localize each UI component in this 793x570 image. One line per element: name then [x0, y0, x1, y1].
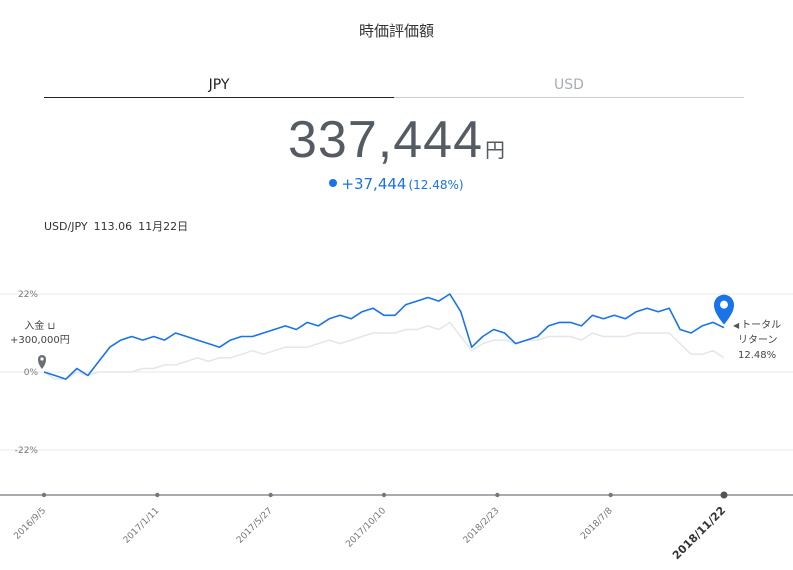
y-tick-label: 22%	[18, 290, 38, 300]
x-tick-dot	[495, 492, 500, 498]
deposit-icon: ⊔	[47, 321, 56, 332]
deposit-pin-icon	[38, 355, 46, 369]
total-return-label: ◀ トータル リターン 12.48%	[733, 318, 781, 363]
total-return-line2: リターン	[738, 335, 778, 346]
x-tick-dot	[41, 492, 47, 498]
x-tick-label: 2017/5/27	[235, 506, 275, 546]
y-tick-label: 0%	[24, 368, 39, 378]
total-return-value: 12.48%	[738, 350, 777, 361]
valuation-display: 337,444 円	[0, 110, 793, 170]
valuation-change: +37,444 (12.48%)	[0, 174, 793, 193]
x-tick-label: 2018/11/22	[670, 504, 728, 562]
x-tick-dot	[268, 492, 273, 498]
change-amount: +37,444	[341, 175, 407, 193]
x-tick-dot	[381, 492, 387, 498]
x-tick-label: 2016/9/5	[12, 506, 48, 542]
fx-date: 11月22日	[138, 220, 189, 233]
chart-series	[43, 293, 725, 380]
chart-markers	[38, 294, 734, 369]
valuation-unit: 円	[484, 138, 505, 162]
pointer-left-icon: ◀	[733, 321, 740, 330]
deposit-pin-hole	[40, 357, 44, 361]
x-tick-dot	[155, 492, 160, 498]
x-tick-label: 2018/7/8	[579, 506, 615, 542]
valuation-amount: 337,444	[288, 111, 483, 169]
total-return-line1: トータル	[741, 320, 782, 331]
x-axis: 2016/9/5 2017/1/11 2017/5/27 2017/10/10 2018…	[0, 491, 793, 562]
page-title: 時価評価額	[358, 22, 434, 40]
current-pin-hole	[720, 300, 728, 309]
y-tick-label: -22%	[15, 446, 39, 456]
deposit-amount: +300,000円	[10, 335, 70, 346]
x-tick-label: 2017/1/11	[122, 506, 162, 546]
fx-rate: USD/JPY 113.06 11月22日	[44, 218, 194, 234]
current-location-pin-icon	[714, 294, 734, 325]
tab-usd[interactable]: USD	[394, 75, 744, 98]
performance-chart[interactable]: 22% 0% -22% 2016/9/5 2017/1/11 2017/5/27 2017…	[0, 280, 793, 570]
fx-rate-value: 113.06	[93, 220, 133, 233]
x-tick-label: 2018/2/23	[462, 506, 502, 546]
currency-tabs: JPY USD	[44, 75, 744, 98]
fx-pair: USD/JPY	[44, 220, 88, 233]
series-line-portfolio	[43, 293, 725, 380]
series-line-benchmark	[43, 321, 725, 380]
x-tick-label: 2017/10/10	[344, 506, 388, 550]
change-percent: (12.48%)	[408, 178, 464, 192]
deposit-marker-label: 入金 ⊔ +300,000円	[10, 320, 70, 348]
y-axis-labels: 22% 0% -22%	[15, 290, 39, 456]
x-tick-dot	[608, 492, 613, 498]
change-dot-icon	[329, 178, 338, 187]
deposit-label: 入金	[24, 321, 45, 332]
x-tick-dot	[720, 491, 728, 499]
tab-jpy[interactable]: JPY	[44, 75, 394, 98]
